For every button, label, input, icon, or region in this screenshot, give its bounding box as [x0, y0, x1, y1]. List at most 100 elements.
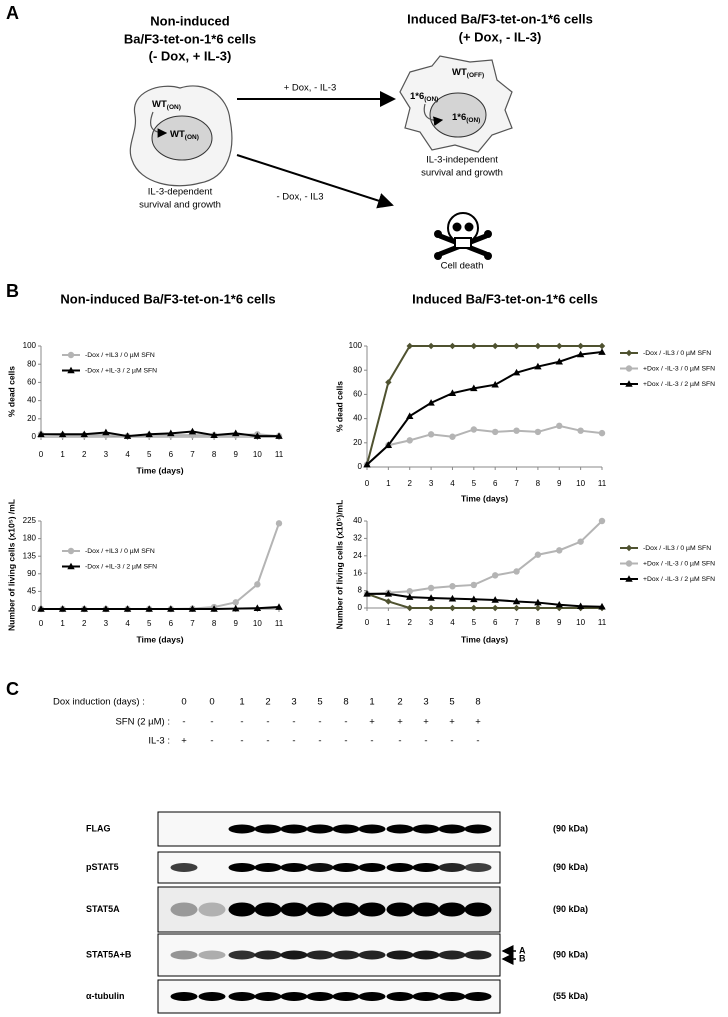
blot-size: (90 kDa): [553, 949, 588, 959]
x-tick-label: 5: [147, 450, 152, 459]
band: [386, 824, 414, 834]
x-tick-label: 7: [190, 619, 195, 628]
x-tick-label: 0: [39, 619, 44, 628]
marker: [491, 428, 499, 436]
lane-label: +: [397, 717, 403, 728]
marker: [534, 342, 542, 350]
band: [464, 902, 492, 917]
y-tick-label: 80: [27, 359, 36, 368]
x-tick-label: 6: [493, 618, 498, 627]
marker: [512, 597, 521, 605]
series-line: [366, 592, 602, 609]
legend-label: -Dox / +IL3 / 0 µM SFN: [85, 352, 155, 359]
x-tick-label: 4: [125, 619, 130, 628]
band: [228, 902, 256, 917]
x-tick-label: 6: [493, 479, 498, 488]
x-tick-label: 9: [234, 619, 239, 628]
marker: [513, 568, 520, 575]
marker: [470, 384, 478, 392]
y-tick-label: 0: [32, 604, 37, 613]
lane-label: -: [266, 736, 269, 747]
blot-size: (90 kDa): [553, 862, 588, 872]
chart-group-title: Non-induced Ba/F3-tet-on-1*6 cells: [60, 291, 275, 306]
lane-label: -: [476, 736, 479, 747]
y-tick-label: 32: [353, 534, 362, 543]
band: [386, 950, 414, 960]
marker: [449, 342, 456, 350]
panel-label: B: [6, 281, 19, 301]
marker: [406, 437, 413, 444]
lane-label: 1: [369, 697, 374, 708]
marker: [167, 429, 175, 437]
legend-marker: [67, 366, 75, 374]
band: [464, 950, 492, 960]
caption: IL-3-dependent: [148, 187, 213, 198]
band: [198, 950, 226, 960]
caption: survival and growth: [421, 168, 503, 179]
lane-label: -: [210, 717, 213, 728]
x-tick-label: 1: [60, 450, 65, 459]
x-tick-label: 3: [104, 450, 109, 459]
band: [280, 863, 308, 872]
band: [438, 902, 466, 917]
lane-label: -: [344, 717, 347, 728]
marker: [384, 590, 393, 597]
lane-label: 0: [181, 697, 186, 708]
panel-label: C: [6, 679, 19, 699]
row-label: IL-3 :: [148, 736, 170, 747]
marker: [576, 602, 585, 610]
skull: [434, 212, 492, 260]
x-tick-label: 1: [386, 479, 391, 488]
band: [306, 824, 334, 834]
x-tick-label: 8: [212, 450, 217, 459]
lane-label: -: [318, 717, 321, 728]
band: [170, 863, 198, 872]
legend-label: -Dox / +IL3 / 0 µM SFN: [85, 548, 155, 555]
series-line: [366, 345, 602, 465]
band: [412, 950, 440, 960]
x-axis-title: Time (days): [461, 493, 508, 503]
marker: [427, 604, 435, 612]
marker: [123, 605, 132, 612]
band: [332, 863, 360, 872]
y-tick-label: 100: [23, 341, 37, 350]
band: [228, 992, 256, 1001]
legend-marker: [67, 562, 75, 570]
lane-label: +: [369, 717, 375, 728]
blot-size: (90 kDa): [553, 823, 588, 833]
marker: [534, 362, 542, 370]
band: [464, 824, 492, 834]
blot: [157, 979, 501, 1014]
marker: [145, 430, 153, 438]
x-tick-label: 7: [514, 479, 519, 488]
marker: [513, 427, 520, 434]
marker: [58, 430, 67, 438]
band: [464, 992, 492, 1001]
legend-marker: [67, 351, 75, 359]
x-tick-label: 4: [450, 479, 455, 488]
blot-label: STAT5A+B: [86, 949, 132, 959]
x-tick-label: 5: [147, 619, 152, 628]
x-axis-title: Time (days): [136, 634, 183, 644]
y-tick-label: 225: [23, 516, 37, 525]
marker: [534, 598, 542, 606]
gene-label: WT(OFF): [452, 67, 484, 79]
legend-marker: [625, 560, 633, 567]
y-tick-label: 100: [349, 341, 363, 350]
x-tick-label: 4: [450, 618, 455, 627]
lane-label: +: [423, 717, 429, 728]
marker: [385, 379, 392, 386]
band: [280, 950, 308, 960]
y-axis-title: % dead cells: [6, 366, 16, 417]
marker: [491, 342, 499, 350]
gene: WT: [152, 99, 167, 110]
marker: [188, 605, 197, 612]
x-tick-label: 10: [253, 450, 262, 459]
gene-state: (ON): [424, 96, 438, 103]
panel-label: A: [6, 3, 19, 23]
marker: [80, 605, 88, 612]
blot-label: α-tubulin: [86, 991, 125, 1001]
y-axis-title: % dead cells: [334, 381, 344, 432]
x-tick-label: 9: [557, 479, 562, 488]
lane-label: -: [240, 736, 243, 747]
